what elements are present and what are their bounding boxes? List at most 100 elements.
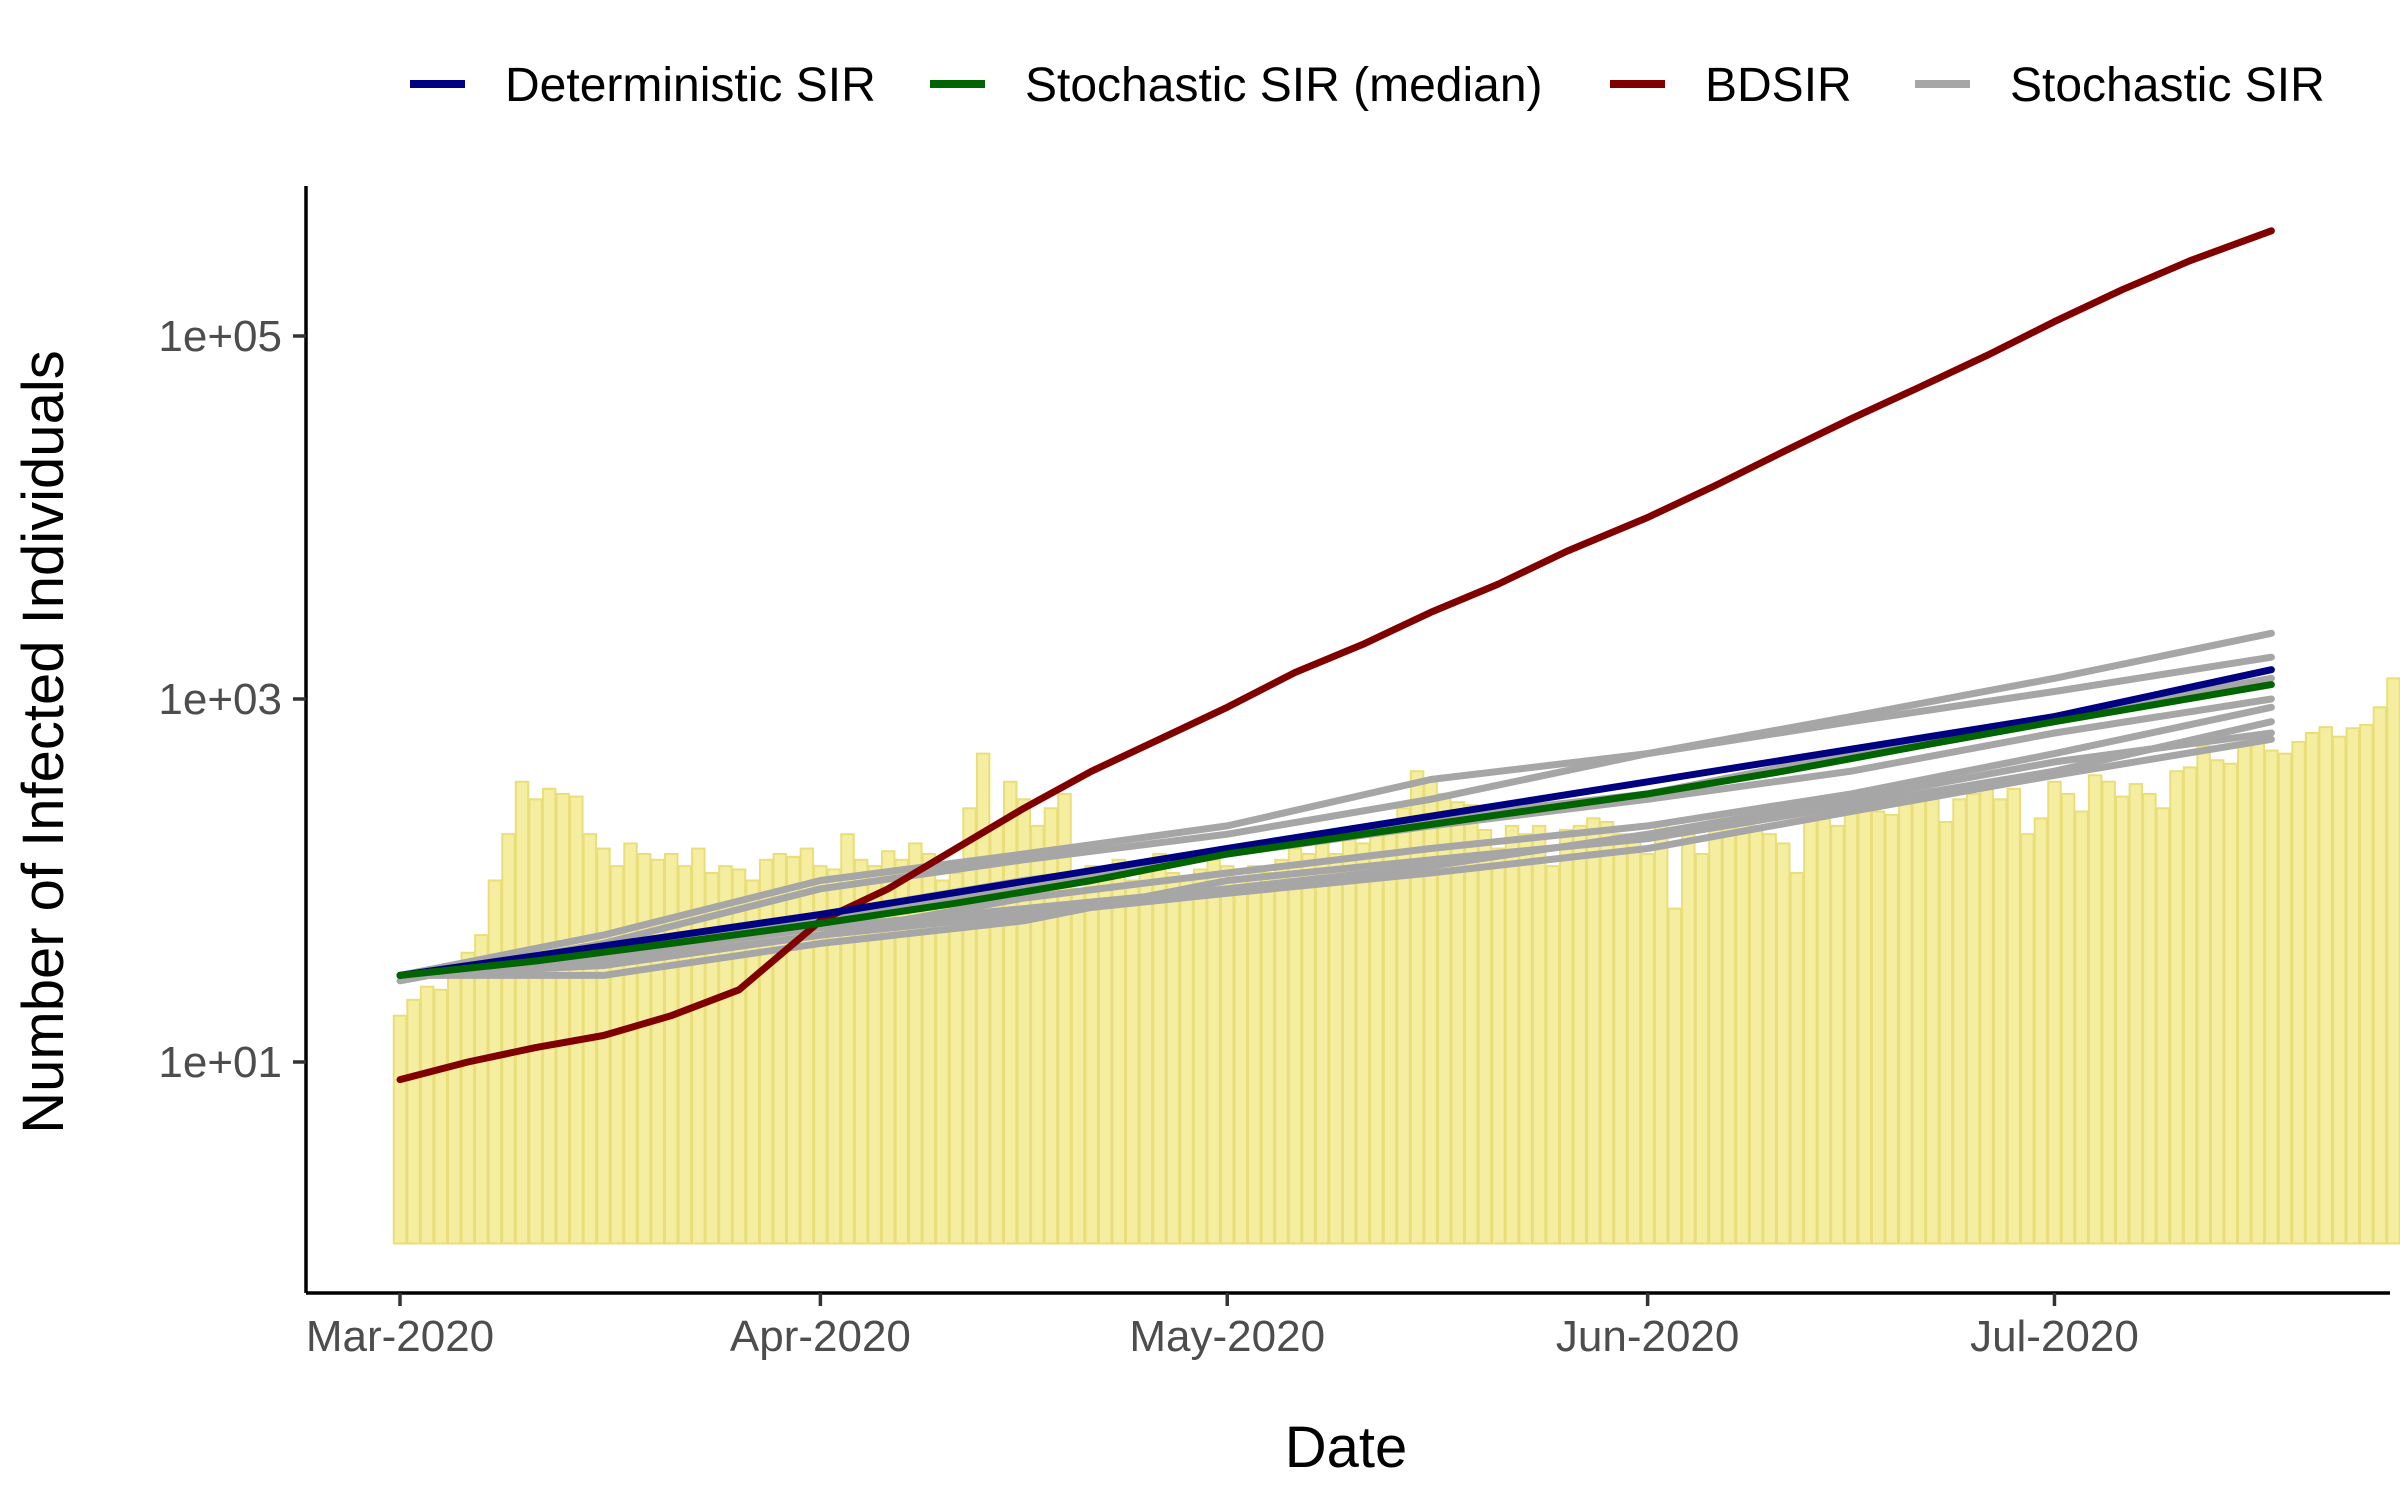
bar bbox=[392, 1014, 408, 1245]
bar bbox=[1070, 887, 1086, 1245]
bar bbox=[1911, 795, 1927, 1245]
legend-item: Deterministic SIR bbox=[410, 59, 876, 112]
bar bbox=[2264, 749, 2279, 1245]
bar bbox=[962, 807, 977, 1245]
bar bbox=[2359, 723, 2374, 1245]
bar bbox=[1477, 828, 1493, 1245]
bars-layer bbox=[392, 677, 2400, 1245]
y-axis-title: Number of Infected Individuals bbox=[11, 350, 76, 1133]
bar bbox=[1260, 871, 1276, 1245]
bar bbox=[2074, 810, 2089, 1245]
bar bbox=[514, 780, 530, 1245]
x-tick-label: May-2020 bbox=[1129, 1312, 1325, 1361]
bar bbox=[2223, 762, 2239, 1245]
bar bbox=[731, 868, 747, 1245]
bar bbox=[2386, 677, 2400, 1245]
bar bbox=[528, 798, 543, 1245]
bar bbox=[2291, 740, 2306, 1245]
bar bbox=[1816, 813, 1832, 1245]
bar bbox=[663, 852, 679, 1245]
bar bbox=[433, 988, 448, 1245]
bar bbox=[1979, 785, 1994, 1245]
legend-label: Stochastic SIR (median) bbox=[1025, 59, 1543, 112]
y-tick-label: 1e+03 bbox=[158, 675, 282, 724]
bar bbox=[1097, 871, 1113, 1245]
bar bbox=[2101, 780, 2116, 1245]
bar bbox=[1152, 852, 1167, 1245]
bar bbox=[1938, 821, 1954, 1245]
bar bbox=[623, 842, 638, 1245]
bar bbox=[1965, 792, 1981, 1245]
bar bbox=[1179, 879, 1194, 1245]
bar bbox=[1870, 810, 1886, 1245]
bar bbox=[867, 865, 882, 1245]
bar bbox=[1287, 847, 1303, 1245]
bar bbox=[609, 865, 625, 1245]
bar bbox=[1409, 770, 1425, 1245]
bar bbox=[813, 865, 828, 1245]
bar bbox=[1531, 824, 1547, 1245]
bar bbox=[1640, 852, 1655, 1245]
x-tick-label: Apr-2020 bbox=[730, 1312, 911, 1361]
bar bbox=[1586, 817, 1601, 1245]
bar bbox=[2304, 731, 2320, 1245]
bar bbox=[487, 879, 503, 1245]
bar bbox=[2033, 817, 2049, 1245]
bar bbox=[2087, 774, 2103, 1245]
bar bbox=[2006, 787, 2022, 1245]
bar bbox=[2332, 735, 2347, 1245]
bar bbox=[1219, 865, 1235, 1245]
bar bbox=[1776, 842, 1791, 1245]
bar bbox=[1369, 833, 1384, 1245]
stochastic-run-line bbox=[396, 735, 2275, 979]
bar bbox=[1735, 810, 1750, 1245]
bar bbox=[1314, 842, 1330, 1245]
bar bbox=[1559, 828, 1574, 1245]
bar bbox=[1681, 833, 1696, 1245]
bar bbox=[1111, 858, 1126, 1245]
stochastic-run-line bbox=[396, 729, 2275, 979]
bar bbox=[921, 852, 937, 1245]
bar bbox=[1491, 847, 1506, 1245]
bar bbox=[2237, 743, 2252, 1245]
bar bbox=[772, 852, 787, 1245]
bar bbox=[1016, 798, 1032, 1245]
series-layer bbox=[396, 227, 2275, 1084]
bar bbox=[2060, 792, 2076, 1245]
bar bbox=[758, 858, 774, 1245]
ticks-layer: Mar-2020 Apr-2020 May-2020 Jun-2020 Jul-2020… bbox=[158, 312, 2138, 1361]
bar bbox=[596, 847, 611, 1245]
stochastic-run-line bbox=[396, 629, 2275, 985]
bar bbox=[853, 858, 869, 1245]
bar bbox=[2142, 792, 2157, 1245]
bar bbox=[2020, 833, 2035, 1245]
bar bbox=[2345, 727, 2361, 1245]
bar bbox=[1233, 879, 1249, 1245]
bar bbox=[826, 868, 842, 1245]
series-line-deterministic-sir bbox=[396, 666, 2275, 979]
bar bbox=[2115, 795, 2130, 1245]
bar bbox=[1138, 865, 1154, 1245]
bar bbox=[1355, 842, 1371, 1245]
bar bbox=[1599, 821, 1615, 1245]
bar bbox=[894, 858, 910, 1245]
series-line-stochastic-sir-median bbox=[396, 681, 2275, 979]
bar bbox=[1328, 852, 1343, 1245]
bar bbox=[1003, 780, 1018, 1245]
bar bbox=[1342, 837, 1357, 1245]
legend-label: BDSIR bbox=[1705, 59, 1852, 112]
bar bbox=[2250, 738, 2266, 1245]
bar bbox=[1206, 858, 1221, 1245]
legend: Deterministic SIR Stochastic SIR (median)… bbox=[410, 59, 2325, 112]
stochastic-run-line bbox=[396, 653, 2275, 979]
legend-label: Stochastic SIR bbox=[2010, 59, 2325, 112]
bar bbox=[1192, 868, 1208, 1245]
bar bbox=[474, 934, 489, 1245]
bar bbox=[1653, 824, 1669, 1245]
bar bbox=[2169, 770, 2184, 1245]
bar bbox=[1030, 824, 1045, 1245]
bar bbox=[1464, 804, 1479, 1245]
bar bbox=[1301, 852, 1316, 1245]
